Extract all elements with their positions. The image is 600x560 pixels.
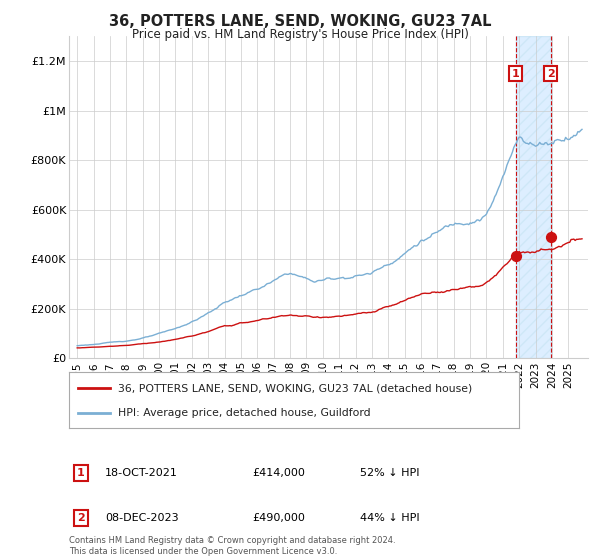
- Text: 1: 1: [512, 68, 520, 78]
- Text: 1: 1: [77, 468, 85, 478]
- Text: HPI: Average price, detached house, Guildford: HPI: Average price, detached house, Guil…: [119, 408, 371, 418]
- Text: Price paid vs. HM Land Registry's House Price Index (HPI): Price paid vs. HM Land Registry's House …: [131, 28, 469, 41]
- Text: £414,000: £414,000: [252, 468, 305, 478]
- Text: 36, POTTERS LANE, SEND, WOKING, GU23 7AL: 36, POTTERS LANE, SEND, WOKING, GU23 7AL: [109, 14, 491, 29]
- Point: [511, 251, 521, 260]
- Bar: [516, 36, 551, 358]
- Text: 36, POTTERS LANE, SEND, WOKING, GU23 7AL (detached house): 36, POTTERS LANE, SEND, WOKING, GU23 7AL…: [119, 383, 473, 393]
- Text: £490,000: £490,000: [252, 513, 305, 523]
- Text: 2: 2: [77, 513, 85, 523]
- Text: 2: 2: [547, 68, 555, 78]
- Bar: [516, 36, 551, 358]
- Text: 44% ↓ HPI: 44% ↓ HPI: [360, 513, 419, 523]
- Text: Contains HM Land Registry data © Crown copyright and database right 2024.
This d: Contains HM Land Registry data © Crown c…: [69, 536, 395, 556]
- Text: 18-OCT-2021: 18-OCT-2021: [105, 468, 178, 478]
- Text: 52% ↓ HPI: 52% ↓ HPI: [360, 468, 419, 478]
- Point: [546, 232, 556, 241]
- Text: 08-DEC-2023: 08-DEC-2023: [105, 513, 179, 523]
